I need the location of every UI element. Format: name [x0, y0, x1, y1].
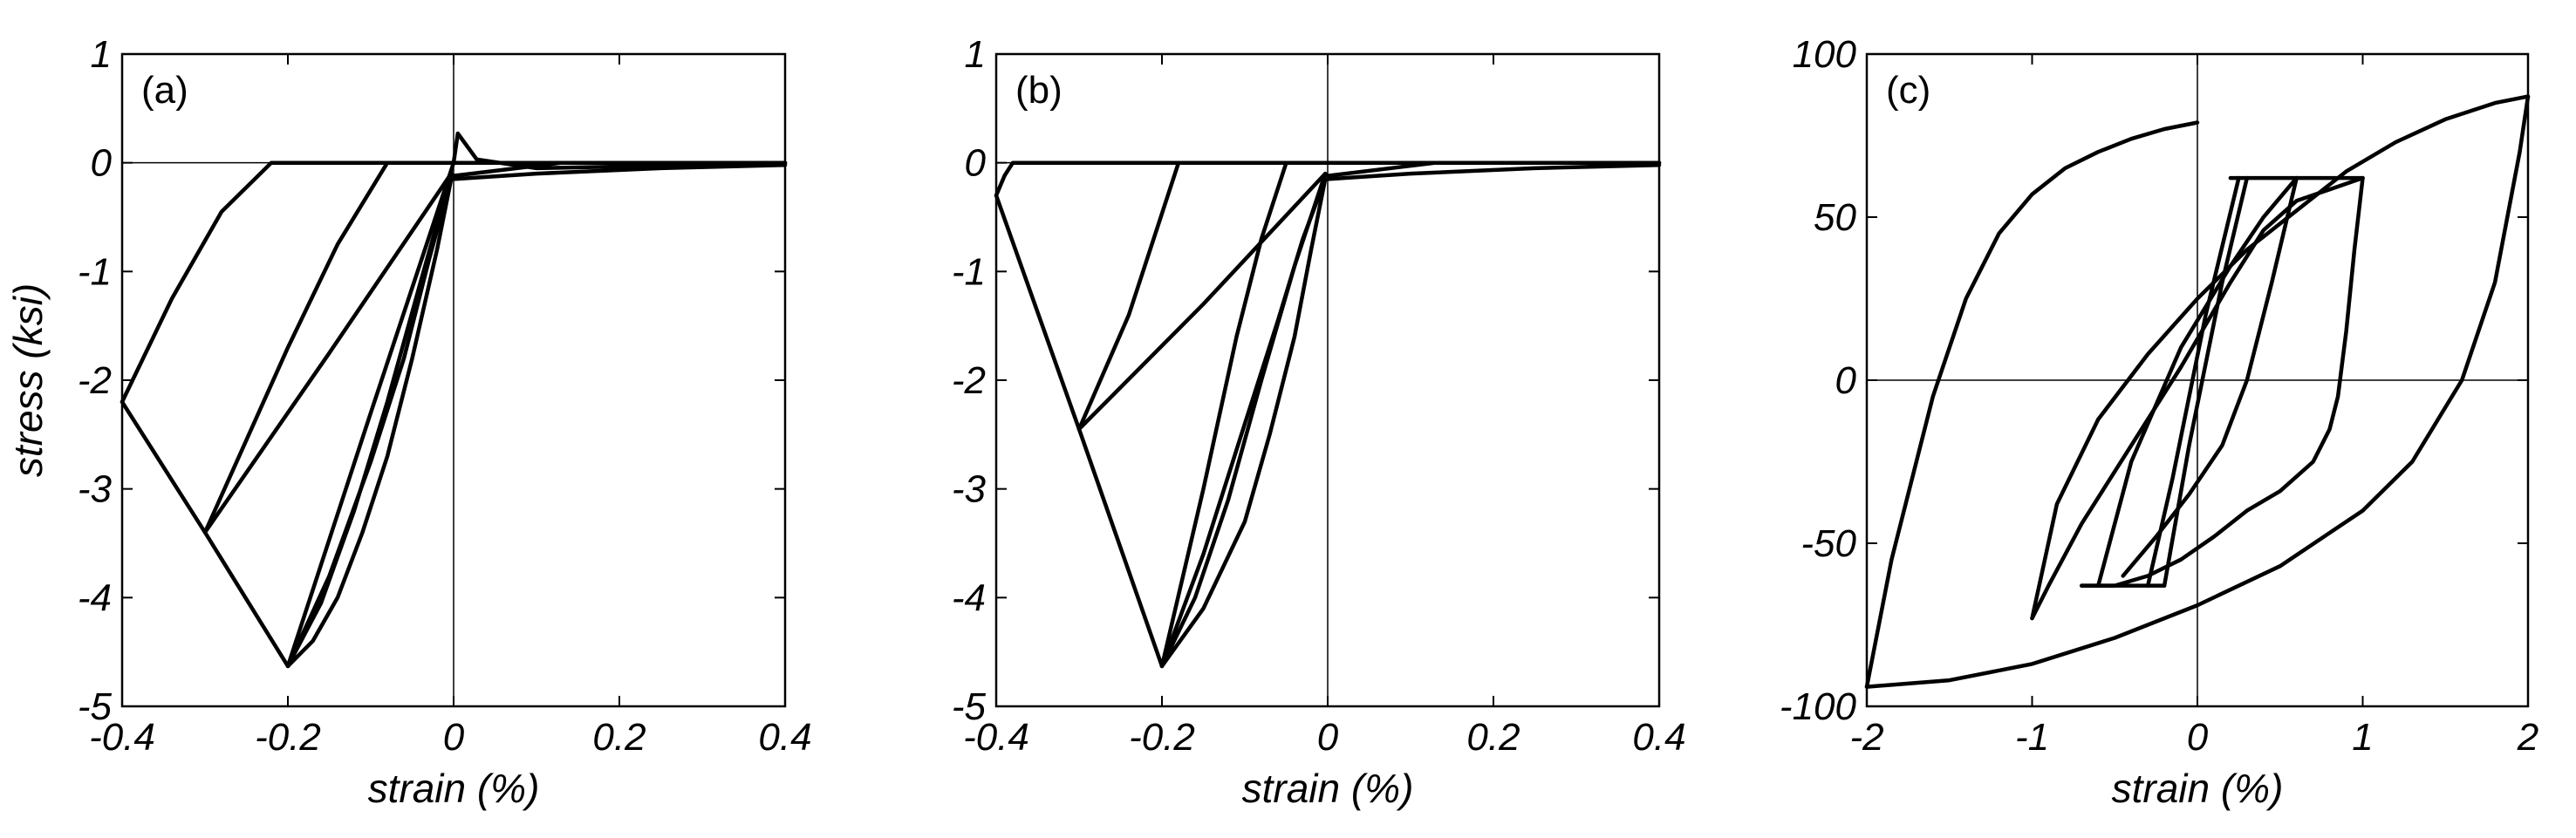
x-tick-label: -0.2	[1129, 716, 1195, 759]
x-tick-label: -0.2	[255, 716, 321, 759]
x-tick-label: 0.2	[592, 716, 646, 759]
y-tick-label: -3	[952, 468, 987, 511]
y-tick-label: -5	[78, 685, 113, 728]
y-tick-label: -5	[952, 685, 987, 728]
panel-2: -0.4 -0.2 0 0.2 0.4 -5 -4 -3 -2 -1 0 1 (b) strain (%)	[952, 33, 1686, 811]
y-tick-label: -1	[78, 250, 112, 293]
panel-label: (c)	[1886, 69, 1930, 112]
series-line-9	[1325, 162, 1662, 181]
y-tick-label: 50	[1814, 196, 1856, 239]
y-tick-label: -50	[1800, 522, 1856, 565]
series-group	[120, 131, 788, 669]
x-tick-label: 0	[443, 716, 465, 759]
panel-1: -0.4 -0.2 0 0.2 0.4 -5 -4 -3 -2 -1 0 1 (a) strain (%)…	[5, 33, 812, 811]
x-tick-label: 1	[2352, 716, 2373, 759]
x-axis-label: strain (%)	[368, 766, 540, 811]
panel-label: (a)	[141, 69, 188, 112]
series-line-8	[1159, 160, 1662, 669]
y-tick-label: -1	[952, 250, 986, 293]
series-line-2	[1864, 94, 2531, 689]
y-tick-label: -100	[1780, 685, 1857, 728]
x-axis-label: strain (%)	[2112, 766, 2284, 811]
y-tick-label: -3	[78, 468, 113, 511]
series-line-10	[1325, 160, 1438, 178]
x-tick-label: -0.4	[89, 716, 155, 759]
series-line-10	[451, 160, 564, 178]
x-tick-label: -2	[1849, 716, 1883, 759]
x-tick-label: 0	[1317, 716, 1339, 759]
y-axis-label: stress (ksi)	[5, 283, 51, 477]
series-line-11	[2145, 175, 2241, 588]
y-tick-label: -4	[78, 576, 112, 619]
series-line-6	[1159, 177, 1328, 669]
series-line-6	[285, 177, 454, 669]
series-line-4	[1076, 160, 1662, 432]
x-tick-label: -1	[2015, 716, 2049, 759]
series-group	[994, 160, 1662, 669]
y-tick-label: -4	[952, 576, 986, 619]
series-line-9	[451, 162, 788, 181]
series-line-3	[2030, 94, 2531, 621]
series-line-4	[202, 160, 788, 535]
x-tick-label: 0.4	[758, 716, 811, 759]
y-tick-label: 0	[1835, 359, 1857, 402]
y-tick-label: 0	[965, 142, 987, 185]
series-line-4	[2030, 175, 2365, 621]
y-tick-label: 0	[91, 142, 113, 185]
series-line-7	[1159, 177, 1328, 669]
series-line-8	[2121, 175, 2299, 578]
panel-3: -2 -1 0 1 2 -100 -50 0 50 100 (c) strain (%)	[1780, 33, 2538, 811]
y-tick-label: 1	[91, 33, 112, 76]
series-group	[1864, 94, 2531, 689]
y-tick-label: -2	[952, 359, 986, 402]
x-axis-label: strain (%)	[1242, 766, 1414, 811]
x-tick-label: 0.2	[1466, 716, 1520, 759]
x-tick-label: 0.4	[1632, 716, 1685, 759]
y-tick-label: 1	[965, 33, 986, 76]
x-tick-label: 2	[2517, 716, 2538, 759]
series-line-8	[451, 131, 788, 171]
series-line-5	[2080, 175, 2365, 588]
series-line-1	[1864, 120, 2200, 689]
y-tick-label: 100	[1793, 33, 1857, 76]
panel-label: (b)	[1015, 69, 1063, 112]
series-line-3	[202, 171, 454, 535]
y-tick-label: -2	[78, 359, 112, 402]
series-line-7	[285, 177, 454, 669]
x-tick-label: 0	[2187, 716, 2209, 759]
series-line-10	[2162, 175, 2250, 588]
series-line-3	[1076, 171, 1328, 432]
x-tick-label: -0.4	[963, 716, 1029, 759]
